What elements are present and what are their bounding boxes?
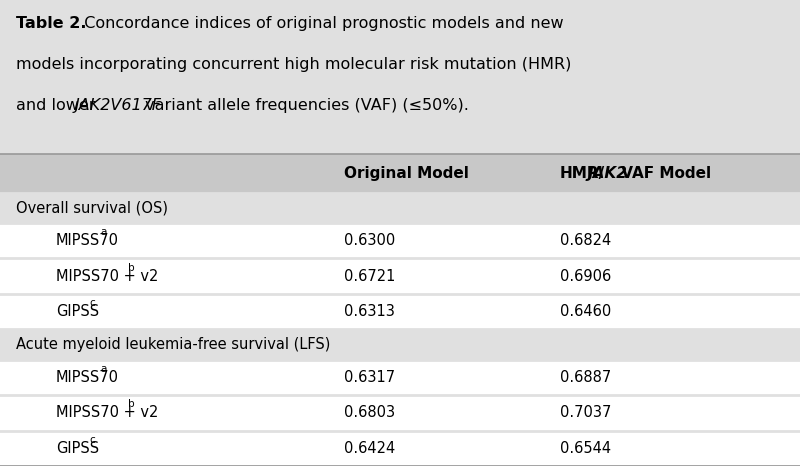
Text: 0.6721: 0.6721 [344,269,395,284]
Bar [0,154,800,193]
Text: MIPSS70: MIPSS70 [56,233,119,248]
Text: 0.6460: 0.6460 [560,304,611,319]
Text: 0.6313: 0.6313 [344,304,395,319]
Bar [0,223,800,259]
Text: VAF Model: VAF Model [616,166,711,181]
Text: variant allele frequencies (VAF) (≤50%).: variant allele frequencies (VAF) (≤50%). [140,98,469,113]
Text: JAK2: JAK2 [587,166,627,181]
Bar [0,360,800,395]
Bar [0,259,800,294]
Text: a: a [101,364,107,374]
Bar [0,329,800,360]
Text: MIPSS70: MIPSS70 [56,370,119,385]
Text: b: b [128,399,134,410]
Text: Original Model: Original Model [344,166,469,181]
Text: 0.6887: 0.6887 [560,370,611,385]
Text: MIPSS70 + v2: MIPSS70 + v2 [56,405,158,420]
Bar [0,395,800,431]
Text: 0.7037: 0.7037 [560,405,611,420]
Text: MIPSS70 + v2: MIPSS70 + v2 [56,269,158,284]
Text: 0.6803: 0.6803 [344,405,395,420]
Bar [0,193,800,223]
Text: models incorporating concurrent high molecular risk mutation (HMR): models incorporating concurrent high mol… [16,57,571,72]
Text: GIPSS: GIPSS [56,304,99,319]
Bar [0,0,800,154]
Bar [0,431,800,466]
Text: 0.6317: 0.6317 [344,370,395,385]
Text: 0.6300: 0.6300 [344,233,395,248]
Text: Acute myeloid leukemia-free survival (LFS): Acute myeloid leukemia-free survival (LF… [16,337,330,352]
Text: Overall survival (OS): Overall survival (OS) [16,200,168,215]
Text: Concordance indices of original prognostic models and new: Concordance indices of original prognost… [74,16,564,31]
Text: GIPSS: GIPSS [56,441,99,456]
Text: 0.6424: 0.6424 [344,441,395,456]
Text: and lower: and lower [16,98,101,113]
Text: 0.6906: 0.6906 [560,269,611,284]
Text: c: c [90,298,95,308]
Text: 0.6824: 0.6824 [560,233,611,248]
Text: HMR/: HMR/ [560,166,606,181]
Text: b: b [128,263,134,273]
Text: c: c [90,435,95,445]
Text: JAK2V617F: JAK2V617F [74,98,162,113]
Text: Table 2.: Table 2. [16,16,86,31]
Text: 0.6544: 0.6544 [560,441,611,456]
Bar [0,294,800,329]
Text: a: a [101,227,107,237]
